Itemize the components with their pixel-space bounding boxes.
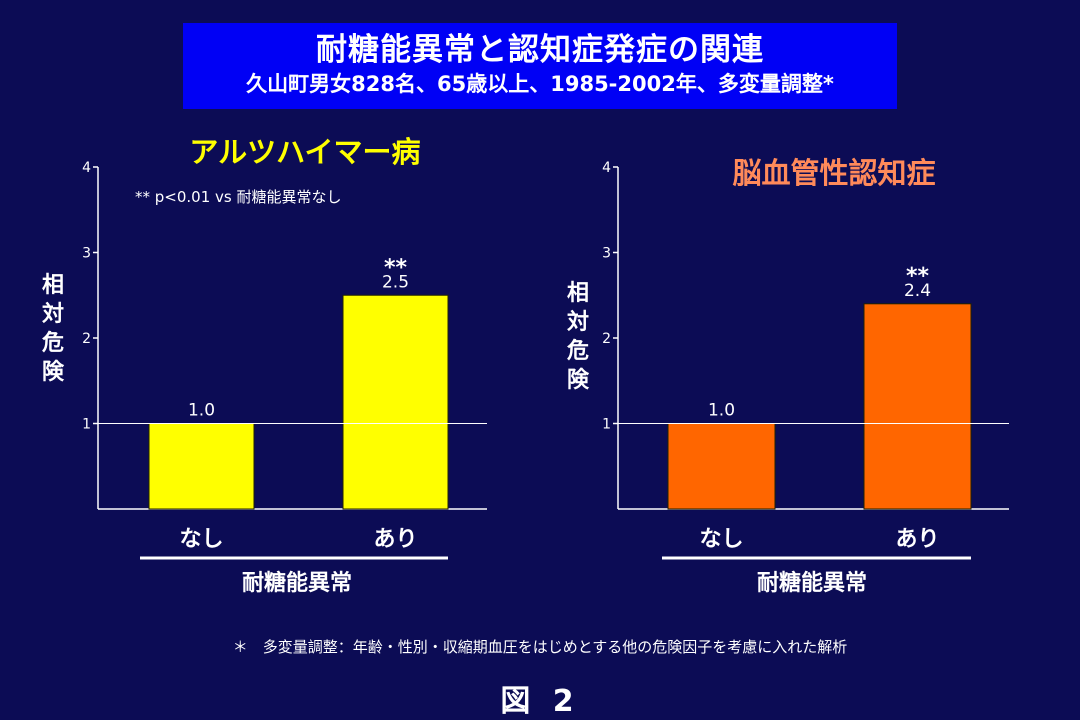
chart2-category-label: あり bbox=[895, 527, 939, 552]
chart1-bar bbox=[342, 294, 449, 510]
chart1-y-tick-label: 1 bbox=[82, 417, 91, 433]
chart1-y-tick-label: 3 bbox=[82, 246, 91, 262]
chart2-y-tick-label: 2 bbox=[602, 331, 611, 347]
chart1-bar bbox=[148, 423, 255, 510]
chart1-bar-value-label: 1.0 bbox=[188, 401, 215, 421]
chart2-y-axis-label: 相対危険 bbox=[567, 281, 590, 393]
chart1-y-axis-label: 相対危険 bbox=[42, 273, 65, 385]
chart2-x-axis-label: 耐糖能異常 bbox=[757, 570, 867, 596]
chart2-bar bbox=[667, 423, 776, 510]
chart2-significance-label: ** bbox=[906, 264, 930, 289]
chart2-bar bbox=[863, 303, 972, 510]
footnote: ＊ 多変量調整：年齢・性別・収縮期血圧をはじめとする他の危険因子を考慮に入れた解… bbox=[232, 638, 848, 656]
chart2-category-label: なし bbox=[699, 527, 743, 552]
chart2-y-tick-label: 1 bbox=[602, 417, 611, 433]
chart1-annotation: ** p<0.01 vs 耐糖能異常なし bbox=[135, 188, 342, 206]
chart2-y-tick-label: 3 bbox=[602, 246, 611, 262]
chart1-category-label: なし bbox=[179, 527, 223, 552]
figure-label: 図 2 bbox=[500, 684, 580, 719]
title-box: 耐糖能異常と認知症発症の関連 久山町男女828名、65歳以上、1985-2002… bbox=[183, 23, 897, 109]
chart1-x-axis-label: 耐糖能異常 bbox=[242, 570, 352, 596]
chart1-title: アルツハイマー病 bbox=[189, 135, 420, 169]
chart1-y-tick-label: 4 bbox=[82, 160, 91, 176]
chart2-title: 脳血管性認知症 bbox=[732, 156, 935, 190]
chart1-significance-label: ** bbox=[384, 255, 408, 280]
chart1-bar-value-label: 2.5 bbox=[382, 272, 409, 292]
slide-subtitle: 久山町男女828名、65歳以上、1985-2002年、多変量調整* bbox=[246, 72, 834, 96]
chart2-bar-value-label: 1.0 bbox=[708, 401, 735, 421]
slide-title: 耐糖能異常と認知症発症の関連 bbox=[316, 32, 764, 68]
chart2-y-tick-label: 4 bbox=[602, 160, 611, 176]
chart2-bar-value-label: 2.4 bbox=[904, 281, 931, 301]
chart1-category-label: あり bbox=[373, 527, 417, 552]
chart1-y-tick-label: 2 bbox=[82, 331, 91, 347]
